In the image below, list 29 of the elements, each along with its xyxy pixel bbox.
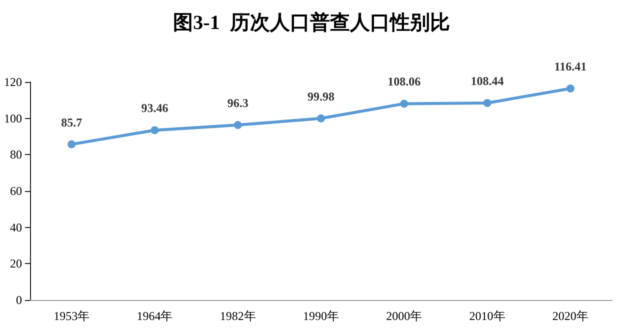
y-tick-label: 80 <box>10 148 22 162</box>
y-tick-label: 20 <box>10 256 22 271</box>
y-tick-label: 40 <box>10 220 22 234</box>
x-tick-label: 2000年 <box>386 309 422 323</box>
x-tick-label: 1990年 <box>303 309 339 323</box>
point <box>317 114 325 122</box>
data-label: 99.98 <box>308 89 334 104</box>
point <box>234 121 242 130</box>
point <box>150 126 159 134</box>
data-label: 108.06 <box>388 74 421 89</box>
x-tick-label: 1964年 <box>136 309 173 323</box>
y-tick-label: 100 <box>4 111 22 126</box>
data-label: 93.46 <box>141 101 168 116</box>
point <box>566 84 574 93</box>
y-tick-label: 120 <box>4 75 22 89</box>
data-label: 108.44 <box>470 74 504 88</box>
x-tick-label: 1982年 <box>220 309 256 323</box>
point <box>483 99 492 107</box>
chart-title: 图3-1 历次人口普查人口性别比 <box>173 11 450 34</box>
y-tick-label: 60 <box>10 184 22 198</box>
data-label: 116.41 <box>554 60 587 74</box>
data-label: 85.7 <box>61 115 82 130</box>
x-tick-label: 1953年 <box>54 309 90 323</box>
data-label: 96.3 <box>227 96 248 110</box>
y-tick-label: 0 <box>16 293 22 307</box>
point <box>400 100 408 108</box>
point <box>68 140 76 148</box>
x-tick-label: 2020年 <box>552 309 588 323</box>
x-tick-label: 2010年 <box>469 309 506 323</box>
